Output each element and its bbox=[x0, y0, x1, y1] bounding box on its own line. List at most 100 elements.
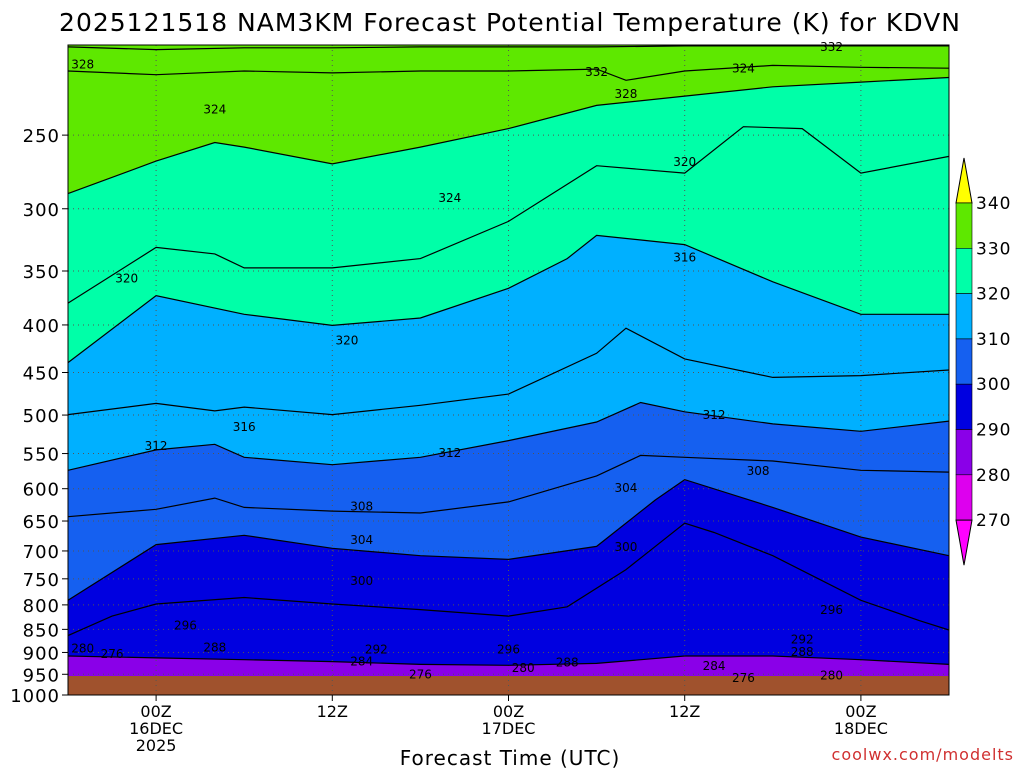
x-tick-label-18-0: 12Z bbox=[317, 702, 348, 721]
contour-308 bbox=[67, 401, 950, 471]
contour-label-300: 300 bbox=[615, 540, 638, 554]
contour-label-320: 320 bbox=[673, 155, 696, 169]
y-tick-label-250: 250 bbox=[23, 126, 60, 147]
colorbar-box-310 bbox=[955, 338, 973, 385]
colorbar-label-280: 280 bbox=[976, 466, 1011, 486]
contour-label-312: 312 bbox=[703, 408, 726, 422]
contour-labels: 328 332 332 324 328 324 320 324 316 320 320 316 312 3… bbox=[71, 40, 843, 685]
contour-label-320: 320 bbox=[336, 334, 359, 348]
contour-label-324: 324 bbox=[438, 191, 461, 205]
contour-label-280: 280 bbox=[820, 668, 843, 682]
x-tick-label-42-0: 12Z bbox=[669, 702, 700, 721]
contour-label-288: 288 bbox=[556, 656, 579, 670]
y-tick-label-850: 850 bbox=[23, 620, 60, 641]
y-tick-label-700: 700 bbox=[23, 542, 60, 563]
y-tick-label-1000: 1000 bbox=[10, 686, 60, 707]
contour-label-292: 292 bbox=[365, 642, 388, 656]
contour-label-296: 296 bbox=[497, 642, 520, 656]
x-tick-label-6-2: 2025 bbox=[136, 736, 177, 755]
contour-label-304: 304 bbox=[615, 481, 638, 495]
grid-lines bbox=[68, 45, 949, 695]
colorbar-box-300 bbox=[955, 383, 973, 430]
contour-324 bbox=[67, 76, 950, 195]
y-tick-label-300: 300 bbox=[23, 200, 60, 221]
contour-label-324: 324 bbox=[732, 61, 755, 75]
contour-label-332: 332 bbox=[820, 40, 843, 54]
contour-label-280: 280 bbox=[71, 641, 94, 655]
x-tick-label-30-0: 00Z bbox=[493, 702, 524, 721]
x-tick-label-54-0: 00Z bbox=[845, 702, 876, 721]
contour-316 bbox=[67, 234, 949, 364]
band-324 bbox=[68, 45, 949, 194]
colorbar: 340 330 320 310 300 290 280 270 bbox=[955, 157, 1011, 566]
contour-label-296: 296 bbox=[174, 618, 197, 632]
contour-label-308: 308 bbox=[747, 464, 770, 478]
contour-label-328: 328 bbox=[71, 58, 94, 72]
contour-label-328: 328 bbox=[615, 87, 638, 101]
x-tick-label-6-0: 00Z bbox=[140, 702, 171, 721]
colorbar-label-340: 340 bbox=[976, 194, 1011, 214]
colorbar-label-330: 330 bbox=[976, 239, 1011, 259]
contour-lines bbox=[67, 45, 950, 666]
contour-label-276: 276 bbox=[101, 647, 124, 661]
contour-label-312: 312 bbox=[145, 439, 168, 453]
y-tick-label-800: 800 bbox=[23, 596, 60, 617]
y-axis: 2503003504004505005506006507007508008509… bbox=[10, 126, 68, 707]
contour-304 bbox=[67, 454, 950, 518]
contour-328 bbox=[67, 64, 950, 81]
contour-332 bbox=[67, 45, 949, 51]
contour-label-276: 276 bbox=[409, 668, 432, 682]
colorbar-label-310: 310 bbox=[976, 330, 1011, 350]
contour-300 bbox=[67, 478, 950, 601]
y-tick-label-750: 750 bbox=[23, 570, 60, 591]
contour-label-280: 280 bbox=[512, 661, 535, 675]
contour-312 bbox=[67, 327, 950, 416]
colorbar-label-320: 320 bbox=[976, 285, 1011, 305]
contour-label-288: 288 bbox=[791, 645, 814, 659]
x-tick-label-6-1: 16DEC bbox=[129, 719, 183, 738]
colorbar-top-arrow bbox=[955, 157, 973, 204]
temperature-bands bbox=[68, 45, 949, 695]
contour-label-312: 312 bbox=[438, 446, 461, 460]
colorbar-box-290 bbox=[955, 429, 973, 476]
chart-title: 2025121518 NAM3KM Forecast Potential Tem… bbox=[59, 8, 961, 37]
contour-label-296: 296 bbox=[820, 603, 843, 617]
y-tick-label-450: 450 bbox=[23, 364, 60, 385]
x-axis-label: Forecast Time (UTC) bbox=[400, 746, 621, 768]
contour-label-316: 316 bbox=[673, 251, 696, 265]
contour-label-276: 276 bbox=[732, 671, 755, 685]
contour-label-324: 324 bbox=[203, 103, 226, 117]
colorbar-label-290: 290 bbox=[976, 421, 1011, 441]
contour-292 bbox=[67, 655, 950, 666]
colorbar-bottom-arrow bbox=[955, 519, 973, 566]
y-tick-label-650: 650 bbox=[23, 512, 60, 533]
contour-label-332: 332 bbox=[585, 65, 608, 79]
contour-320 bbox=[67, 126, 950, 304]
contour-label-316: 316 bbox=[233, 420, 256, 434]
y-tick-label-900: 900 bbox=[23, 643, 60, 664]
contour-296 bbox=[67, 522, 950, 637]
y-tick-label-400: 400 bbox=[23, 316, 60, 337]
contour-label-304: 304 bbox=[350, 533, 373, 547]
x-tick-label-30-1: 17DEC bbox=[482, 719, 536, 738]
y-tick-label-550: 550 bbox=[23, 445, 60, 466]
colorbar-label-270: 270 bbox=[976, 511, 1011, 531]
contour-label-288: 288 bbox=[203, 641, 226, 655]
colorbar-label-300: 300 bbox=[976, 375, 1011, 395]
contour-label-320: 320 bbox=[115, 271, 138, 285]
colorbar-box-280 bbox=[955, 474, 973, 521]
colorbar-box-320 bbox=[955, 293, 973, 340]
y-tick-label-600: 600 bbox=[23, 480, 60, 501]
y-tick-label-950: 950 bbox=[23, 665, 60, 686]
credit-text: coolwx.com/modelts bbox=[832, 745, 1014, 764]
colorbar-box-340 bbox=[955, 202, 973, 249]
colorbar-box-330 bbox=[955, 248, 973, 294]
contour-label-284: 284 bbox=[703, 659, 726, 673]
y-tick-label-350: 350 bbox=[23, 262, 60, 283]
contour-label-308: 308 bbox=[350, 499, 373, 513]
band-332 bbox=[68, 45, 949, 50]
y-tick-label-500: 500 bbox=[23, 406, 60, 427]
